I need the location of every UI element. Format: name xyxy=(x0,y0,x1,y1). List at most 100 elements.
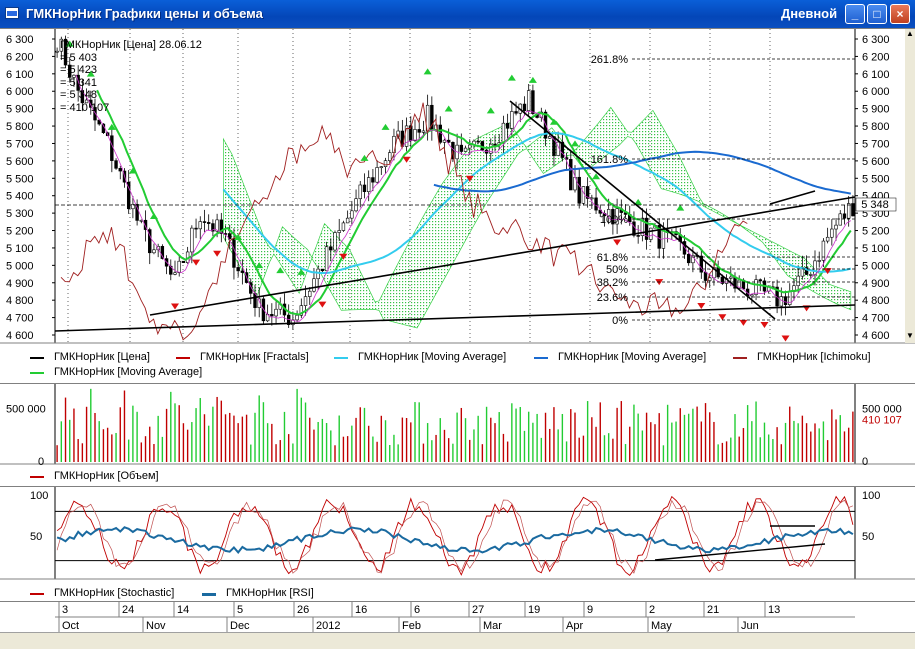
month-label: 2012 xyxy=(316,620,340,632)
stochastic-d-line xyxy=(56,499,854,574)
oscillator-chart[interactable]: 100 100 50 50 xyxy=(0,487,915,601)
minimize-icon: _ xyxy=(851,7,859,21)
candle-body xyxy=(253,293,257,308)
app-icon[interactable] xyxy=(5,7,19,19)
candle-body xyxy=(93,107,97,121)
y-tick-right: 6 200 xyxy=(862,51,890,63)
candle-body xyxy=(644,217,649,240)
candle-body xyxy=(249,282,253,294)
month-label: Oct xyxy=(62,620,79,632)
candle-body xyxy=(459,144,464,152)
y-tick-left: 4 600 xyxy=(6,330,34,342)
candle-body xyxy=(825,236,830,242)
fractal-down-icon xyxy=(718,314,727,321)
rsi-line xyxy=(56,526,854,554)
window-title: ГМКНорНик Графики цены и объема xyxy=(26,6,263,21)
trend-support-line xyxy=(54,304,856,332)
y-tick-left: 4 800 xyxy=(6,295,34,307)
month-label: Feb xyxy=(402,620,421,632)
candle-body xyxy=(796,275,800,287)
horizontal-scrollbar[interactable] xyxy=(0,632,915,649)
candle-body xyxy=(131,203,135,210)
fib-label: 50% xyxy=(606,264,628,276)
price-scrollbar[interactable]: ▲ ▼ xyxy=(905,29,915,343)
volume-tick-right: 500 000 xyxy=(862,403,902,415)
y-tick-right: 6 100 xyxy=(862,69,890,81)
price-pane[interactable]: 6 300 6 300 6 200 6 200 6 100 6 100 6 000 6 000… xyxy=(0,28,915,382)
candle-body xyxy=(148,229,152,254)
fractal-up-icon xyxy=(149,212,158,219)
oscillator-pane[interactable]: 100 100 50 50 ГМКНорНик [Stochastic] ГМКНор… xyxy=(0,486,915,600)
fractal-down-icon xyxy=(760,321,769,328)
close-button[interactable]: × xyxy=(890,4,910,24)
fib-label: 261.8% xyxy=(591,54,629,66)
candle-body xyxy=(476,140,480,143)
candle-body xyxy=(531,90,535,114)
day-label: 19 xyxy=(528,604,540,616)
fib-label: 38.2% xyxy=(597,277,628,289)
candle-body xyxy=(337,230,341,233)
candle-body xyxy=(699,255,704,273)
candle-body xyxy=(493,143,497,146)
candle-body xyxy=(737,279,741,289)
candle-body xyxy=(303,296,308,306)
y-tick-right: 5 600 xyxy=(862,156,890,168)
fractal-up-icon xyxy=(507,74,516,81)
fractal-up-icon xyxy=(276,267,285,274)
candle-body xyxy=(76,74,80,91)
candle-body xyxy=(703,271,708,281)
month-label: Nov xyxy=(146,620,166,632)
candle-body xyxy=(438,124,442,143)
price-legend: ГМКНорНик [Цена] ГМКНорНик [Fractals] ГМ… xyxy=(30,351,910,381)
maximize-button[interactable]: □ xyxy=(867,4,887,24)
candle-body xyxy=(804,267,809,275)
y-tick-right: 4 600 xyxy=(862,330,890,342)
date-axis-chart: 3 24 14 5 26 16 6 27 19 9 2 21 13 Oct Nov Dec 2012 Feb Mar… xyxy=(55,602,855,633)
scroll-up-icon[interactable]: ▲ xyxy=(906,29,914,38)
fractal-up-icon xyxy=(128,167,137,174)
price-chart[interactable]: 6 300 6 300 6 200 6 200 6 100 6 100 6 000 6 000… xyxy=(0,29,915,383)
candle-body xyxy=(299,305,304,316)
day-label: 2 xyxy=(649,604,655,616)
candle-body xyxy=(257,298,261,308)
candle-body xyxy=(97,119,101,125)
candle-body xyxy=(312,278,316,292)
minimize-button[interactable]: _ xyxy=(845,4,865,24)
candle-body xyxy=(274,308,278,317)
volume-chart[interactable]: 500 000 0 500 000 0 410 107 xyxy=(0,384,915,486)
candle-body xyxy=(417,129,421,133)
candle-body xyxy=(362,184,367,192)
candle-body xyxy=(594,197,598,211)
candle-body xyxy=(590,197,594,200)
candle-body xyxy=(560,141,565,158)
osc-tick-right: 50 xyxy=(862,531,874,543)
candle-body xyxy=(89,99,93,108)
candle-body xyxy=(846,203,851,219)
fractal-up-icon xyxy=(634,198,643,205)
fractal-down-icon xyxy=(213,250,222,257)
y-tick-left: 5 300 xyxy=(6,208,34,220)
candle-body xyxy=(63,38,68,66)
title-bar[interactable]: ГМКНорНик Графики цены и объема Дневной … xyxy=(0,0,915,28)
fractal-up-icon xyxy=(65,40,74,47)
candle-body xyxy=(615,208,619,225)
scroll-down-icon[interactable]: ▼ xyxy=(906,331,914,340)
month-label: Apr xyxy=(566,620,583,632)
trend-short-line xyxy=(769,190,816,205)
y-tick-left: 5 000 xyxy=(6,260,34,272)
candle-body xyxy=(177,260,181,274)
fractal-down-icon xyxy=(823,268,832,275)
candle-body xyxy=(379,166,384,169)
candle-body xyxy=(329,246,333,251)
candle-body xyxy=(548,136,552,139)
month-label: Mar xyxy=(483,620,502,632)
y-tick-left: 5 400 xyxy=(6,191,34,203)
volume-pane[interactable]: 500 000 0 500 000 0 410 107 ГМКНорНик [Объем… xyxy=(0,383,915,485)
month-label: Dec xyxy=(230,620,250,632)
candle-body xyxy=(240,270,245,273)
candle-body xyxy=(190,227,194,253)
candle-body xyxy=(783,296,788,306)
osc-tick-right: 100 xyxy=(862,490,880,502)
ma-blue-line xyxy=(433,150,851,195)
day-label: 21 xyxy=(707,604,719,616)
